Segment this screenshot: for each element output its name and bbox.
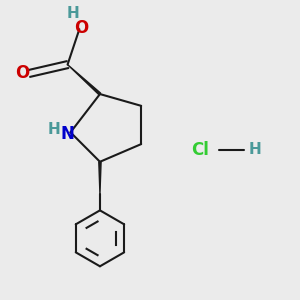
Polygon shape xyxy=(68,64,101,95)
Text: H: H xyxy=(248,142,261,158)
Text: Cl: Cl xyxy=(191,141,209,159)
Polygon shape xyxy=(99,162,101,194)
Text: H: H xyxy=(67,6,80,21)
Text: O: O xyxy=(75,19,89,37)
Text: N: N xyxy=(61,125,74,143)
Text: H: H xyxy=(48,122,61,137)
Text: O: O xyxy=(15,64,29,82)
